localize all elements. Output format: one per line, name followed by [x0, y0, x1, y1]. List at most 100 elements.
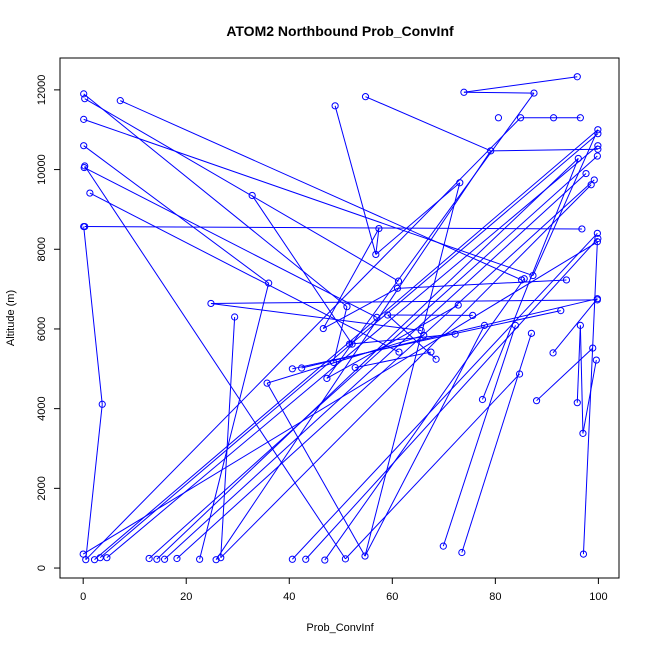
y-tick-label: 10000	[36, 154, 48, 185]
x-tick-label: 60	[386, 591, 398, 603]
data-point	[576, 321, 584, 329]
data-point	[80, 90, 88, 98]
data-point	[557, 307, 565, 315]
series-line	[375, 228, 380, 255]
data-point	[494, 114, 503, 122]
series-line	[323, 287, 398, 329]
data-point	[480, 321, 489, 329]
series-line	[220, 184, 592, 559]
data-point	[579, 429, 587, 437]
data-point	[518, 276, 526, 284]
data-point	[116, 97, 124, 105]
y-axis: 0 2000 4000 6000 8000 10000 12000	[36, 75, 61, 571]
series-line	[164, 173, 587, 560]
data-point	[579, 550, 588, 558]
data-point	[594, 234, 602, 243]
data-point	[361, 93, 370, 101]
series-line	[82, 241, 599, 555]
series-line	[106, 145, 599, 559]
data-point	[427, 348, 435, 356]
series-line	[375, 182, 461, 255]
series-line	[579, 325, 584, 434]
data-point	[231, 313, 239, 321]
data-point	[516, 114, 525, 122]
data-point	[549, 114, 558, 122]
data-point	[594, 145, 602, 153]
data-point	[589, 344, 597, 352]
x-tick-label: 0	[80, 591, 86, 603]
data-point	[594, 142, 602, 150]
data-point	[217, 554, 225, 562]
series-line	[322, 228, 380, 329]
series-line	[461, 333, 532, 553]
y-tick-label: 6000	[36, 317, 48, 341]
series-line	[463, 91, 534, 94]
data-point	[529, 271, 537, 280]
series-line	[532, 129, 599, 276]
data-point	[593, 238, 601, 246]
data-point	[573, 399, 581, 407]
y-tick-label: 2000	[36, 476, 48, 500]
chart-title: ATOM2 Northbound Prob_ConvInf	[226, 23, 454, 39]
series-line	[83, 226, 103, 405]
x-tick-label: 100	[589, 591, 607, 603]
data-point	[578, 225, 586, 233]
data-point	[530, 89, 538, 97]
series-line	[345, 373, 520, 560]
data-point	[456, 179, 464, 187]
data-point	[394, 277, 403, 285]
data-points	[79, 73, 602, 564]
data-point	[248, 191, 256, 200]
y-tick-label: 4000	[36, 396, 48, 420]
series-line	[355, 351, 432, 369]
data-point	[587, 181, 595, 189]
data-point	[341, 555, 350, 563]
data-point	[384, 311, 392, 319]
series-line	[199, 283, 270, 560]
data-point	[458, 548, 466, 557]
data-point	[395, 348, 403, 356]
data-point	[212, 556, 220, 564]
data-point	[439, 542, 447, 550]
data-point	[319, 324, 327, 333]
data-point	[469, 311, 477, 320]
data-point	[80, 163, 88, 172]
data-point	[86, 189, 94, 197]
data-point	[321, 556, 329, 564]
data-point	[420, 331, 428, 339]
y-tick-label: 8000	[36, 237, 48, 261]
data-point	[98, 400, 106, 408]
data-point	[348, 340, 356, 348]
data-point	[103, 554, 111, 562]
data-point	[593, 296, 601, 304]
data-point	[298, 364, 306, 372]
data-point	[288, 365, 296, 373]
data-point	[594, 130, 602, 138]
series-line	[266, 382, 366, 557]
x-tick-label: 80	[489, 591, 501, 603]
data-point	[343, 303, 351, 311]
series-line	[365, 96, 491, 152]
data-point	[207, 299, 215, 308]
data-point	[80, 142, 88, 150]
series-line	[84, 98, 399, 282]
data-point	[594, 126, 602, 134]
data-point	[160, 555, 169, 563]
series-line	[85, 117, 521, 561]
data-point	[574, 154, 582, 163]
data-point	[562, 276, 571, 284]
data-point	[372, 250, 380, 259]
y-tick-label: 12000	[36, 75, 48, 106]
series-line	[397, 279, 567, 289]
series-line	[326, 304, 459, 379]
series-line	[120, 100, 522, 281]
data-point	[196, 555, 204, 563]
data-point	[329, 358, 338, 367]
series-line	[349, 333, 456, 345]
series-line	[536, 347, 594, 402]
series-line	[326, 92, 535, 379]
series-line	[334, 105, 377, 255]
series-line	[552, 298, 598, 354]
data-point	[593, 152, 601, 160]
